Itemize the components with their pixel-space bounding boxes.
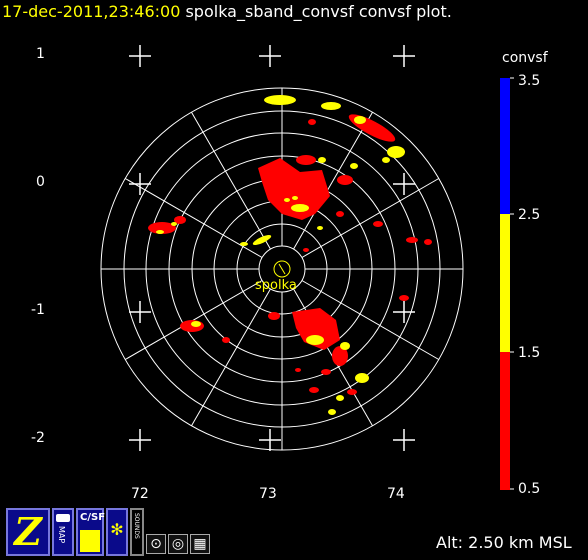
point-icon: ⊙ [150,536,162,552]
usa-map-icon [56,514,70,522]
map-label: MAP [57,526,66,544]
x-tick-label: 74 [387,486,405,502]
x-tick-label: 73 [259,486,277,502]
csf-button[interactable]: C/SF [76,508,106,556]
zebra-z-icon: Z [14,509,42,554]
echo-cell [306,335,324,345]
echo-cell [292,308,340,350]
echo-cell [191,321,201,327]
radar-site-tick [278,263,286,275]
echo-cell [295,368,301,372]
echo-cell [317,226,323,230]
echo-cell [252,234,272,246]
echo-cell [291,204,309,212]
colorbar-band-red [500,352,510,490]
x-tick-label: 72 [131,486,149,502]
altitude-label: Alt: 2.50 km MSL [436,533,572,552]
echo-cell [321,369,331,375]
radar-sweep-button[interactable]: ✻ [106,508,128,556]
echo-cell [340,342,350,350]
plot-title: 17-dec-2011,23:46:00 spolka_sband_convsf… [2,2,452,21]
echo-cell [171,222,177,226]
echo-cell [318,157,326,163]
echo-field [148,95,432,415]
echo-cell [373,221,383,227]
azimuth-spoke [293,111,373,250]
colorbar-tick: 2.5 [518,207,541,223]
echo-cell [337,175,353,185]
radar-site-label: spolka [255,278,297,293]
azimuth-spoke [124,280,263,360]
colorbar-title: convsf [502,50,548,66]
grid-button[interactable]: ▦ [190,534,210,554]
echo-cell [174,216,186,224]
azimuth-spoke [124,178,263,258]
azimuth-spoke [301,280,440,360]
colorbar-band-blue [500,78,510,214]
echo-cell [424,239,432,245]
point-button[interactable]: ⊙ [146,534,166,554]
y-tick-label: -1 [31,302,45,318]
azimuth-spoke [301,178,440,258]
echo-cell [321,102,341,110]
colorbar-band-yellow [500,214,510,352]
echo-cell [148,222,176,234]
y-tick-label: 1 [36,46,45,62]
echo-cell [296,155,316,165]
echo-cell [240,242,248,246]
echo-cell [332,346,348,366]
echo-cell [222,337,230,343]
echo-cell [180,320,204,332]
radar-site-ring [273,260,291,278]
timestamp: 17-dec-2011,23:46:00 [2,2,181,21]
echo-cell [258,158,330,220]
radar-site-marker [273,260,291,278]
csf-label: C/SF [80,512,106,523]
sounds-button[interactable]: SOUNDS [130,508,144,556]
echo-cell [308,119,316,125]
echo-cell [309,387,319,393]
echo-cell [264,95,296,105]
echo-cell [284,198,290,202]
sounds-label: SOUNDS [133,513,140,539]
echo-cell [303,248,309,252]
csf-fill-icon [80,530,100,552]
colorbar-tick: 3.5 [518,73,541,89]
colorbar [500,77,514,490]
echo-cell [268,312,280,320]
echo-cell [382,157,390,163]
echo-cell [328,409,336,415]
echo-cell [387,146,405,158]
colorbar-tick: 0.5 [518,481,541,497]
echo-cell [336,211,344,217]
echo-cell [355,373,369,383]
echo-cell [406,237,418,243]
y-tick-label: 0 [36,174,45,190]
echo-cell [350,163,358,169]
azimuth-spoke [191,111,271,250]
radar-sweep-icon: ✻ [110,520,124,539]
echo-cell [399,295,409,301]
echo-cell [354,116,366,124]
ring-icon: ◎ [171,536,185,552]
echo-cell [347,389,357,395]
echo-cell [336,395,344,401]
echo-cell [156,230,164,234]
ring-button[interactable]: ◎ [168,534,188,554]
plot-name: spolka_sband_convsf convsf plot. [185,2,452,21]
grid-icon: ▦ [193,536,207,552]
azimuth-spoke [191,288,271,427]
echo-cell [292,196,298,200]
map-button[interactable]: MAP [52,508,74,556]
y-tick-label: -2 [31,430,45,446]
zebra-logo-button[interactable]: Z [6,508,50,556]
lat-lon-crosses [129,45,415,451]
colorbar-tick: 1.5 [518,345,541,361]
